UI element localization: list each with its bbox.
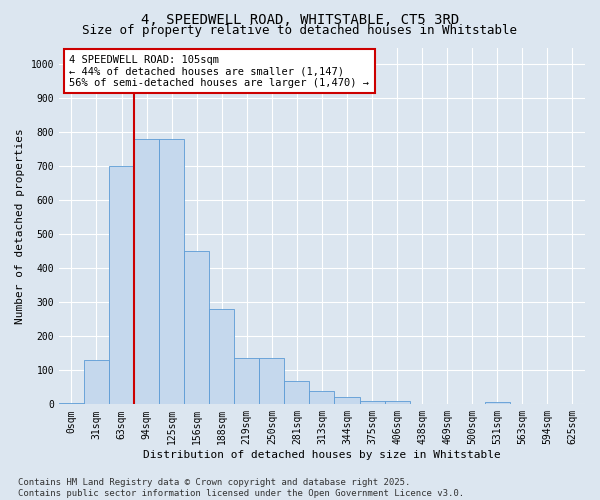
Bar <box>359 401 385 404</box>
Text: Size of property relative to detached houses in Whitstable: Size of property relative to detached ho… <box>83 24 517 37</box>
X-axis label: Distribution of detached houses by size in Whitstable: Distribution of detached houses by size … <box>143 450 501 460</box>
Bar <box>209 309 234 404</box>
Bar <box>485 402 510 404</box>
Bar <box>310 392 334 404</box>
Bar <box>385 401 410 404</box>
Text: Contains HM Land Registry data © Crown copyright and database right 2025.
Contai: Contains HM Land Registry data © Crown c… <box>18 478 464 498</box>
Bar <box>59 402 84 404</box>
Bar <box>159 140 184 404</box>
Bar <box>109 166 134 404</box>
Bar <box>334 397 359 404</box>
Text: 4, SPEEDWELL ROAD, WHITSTABLE, CT5 3RD: 4, SPEEDWELL ROAD, WHITSTABLE, CT5 3RD <box>141 12 459 26</box>
Text: 4 SPEEDWELL ROAD: 105sqm
← 44% of detached houses are smaller (1,147)
56% of sem: 4 SPEEDWELL ROAD: 105sqm ← 44% of detach… <box>70 54 370 88</box>
Bar <box>234 358 259 405</box>
Bar <box>184 252 209 404</box>
Bar <box>134 140 159 404</box>
Y-axis label: Number of detached properties: Number of detached properties <box>15 128 25 324</box>
Bar <box>84 360 109 405</box>
Bar <box>259 358 284 405</box>
Bar <box>284 380 310 404</box>
